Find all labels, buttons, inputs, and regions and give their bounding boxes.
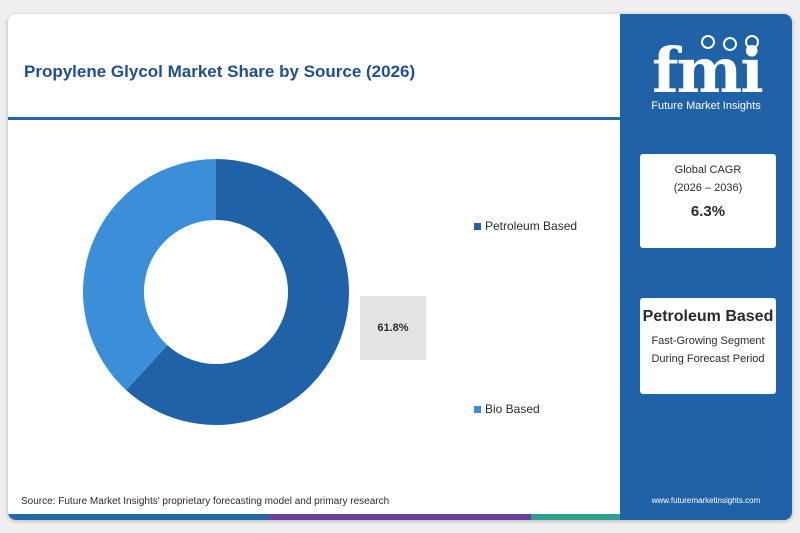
- bottom-bar-segment-2: [269, 514, 531, 520]
- legend-swatch-bio: [474, 405, 481, 413]
- legend-item-bio: Bio Based: [474, 402, 540, 416]
- donut-chart: [83, 159, 350, 425]
- segment-name-text: Petroleum Based: [642, 308, 774, 325]
- legend-swatch-petroleum: [474, 222, 481, 230]
- segment-card: Petroleum Based Fast-Growing Segment Dur…: [640, 298, 776, 394]
- logo-word: fmi: [652, 34, 764, 107]
- segment-desc-1: Fast-Growing Segment: [651, 335, 765, 347]
- infographic-card: Propylene Glycol Market Share by Source …: [8, 14, 792, 520]
- legend-label-petroleum: Petroleum Based: [485, 219, 578, 233]
- sidebar: fmi Future Market Insights Global CAGR (…: [620, 14, 792, 520]
- segment-desc-2: During Forecast Period: [651, 353, 765, 365]
- cagr-value: 6.3%: [690, 203, 726, 220]
- fmi-logo: fmi: [646, 32, 770, 116]
- website-link[interactable]: www.futuremarketinsights.com: [651, 496, 761, 505]
- logo-icons: [701, 35, 759, 51]
- bottom-bar-segment-1: [8, 514, 270, 520]
- segment-name: Petroleum Based: [640, 308, 776, 326]
- legend-label-bio: Bio Based: [485, 402, 540, 416]
- title-divider: [8, 117, 620, 120]
- data-label-petroleum: 61.8%: [360, 296, 426, 360]
- donut-slice-bio-based: [83, 159, 216, 391]
- cagr-period: (2026 – 2036): [673, 182, 743, 194]
- logo-caption: Future Market Insights: [651, 100, 761, 112]
- chart-title: Propylene Glycol Market Share by Source …: [24, 62, 416, 81]
- source-note: Source: Future Market Insights' propriet…: [21, 496, 390, 507]
- cagr-label: Global CAGR: [674, 164, 742, 176]
- cagr-card: Global CAGR (2026 – 2036) 6.3%: [640, 154, 776, 248]
- donut-slice-petroleum-based: [126, 159, 350, 425]
- legend-item-petroleum: Petroleum Based: [474, 219, 577, 233]
